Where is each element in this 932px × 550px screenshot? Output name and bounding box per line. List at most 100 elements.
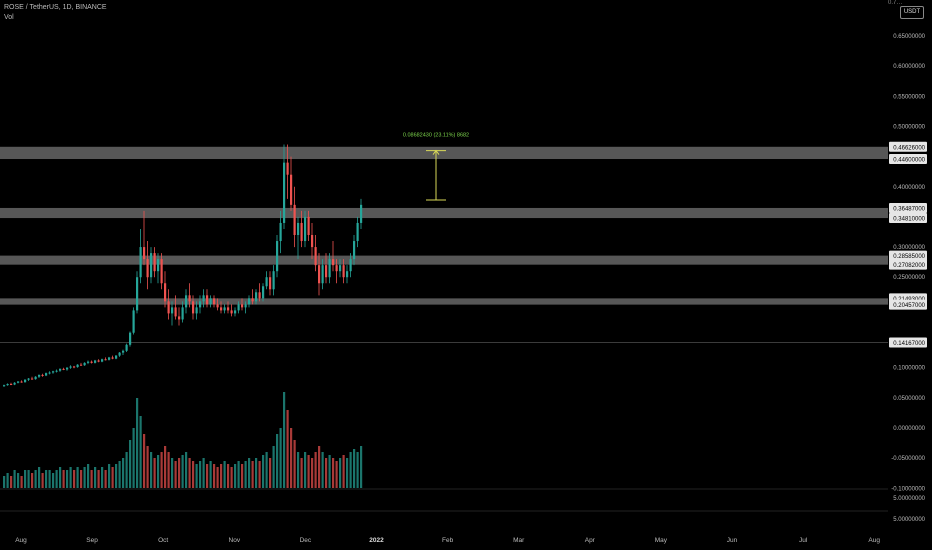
time-tick-label: Mar (513, 537, 525, 544)
candle-body (178, 316, 181, 320)
candle-body (167, 301, 170, 314)
zone-band-1[interactable] (0, 146, 888, 160)
measure-arrow-icon (432, 149, 440, 155)
volume-bar (279, 428, 282, 488)
candle-body (83, 362, 86, 366)
volume-indicator-label[interactable]: Vol (4, 14, 14, 21)
volume-bar (101, 467, 104, 488)
candle-body (304, 216, 307, 242)
current-price-label (889, 337, 927, 348)
candle-body (153, 253, 156, 272)
price-tick-label: 0.50000000 (893, 124, 925, 130)
candle-body (321, 265, 324, 284)
zone-upper-price-label (889, 250, 927, 261)
volume-bar (220, 464, 223, 488)
zone-band-4[interactable] (0, 298, 888, 305)
volume-bar (321, 452, 324, 488)
candle-body (87, 361, 90, 363)
volume-bar (234, 464, 237, 488)
candle-body (269, 277, 272, 290)
volume-bar (192, 461, 195, 488)
volume-bar (167, 452, 170, 488)
volume-tick-label: 5.00000000 (893, 517, 925, 523)
volume-bar (62, 470, 65, 488)
candle-body (188, 295, 191, 302)
candle-body (160, 259, 163, 284)
time-tick-label: Jul (799, 537, 808, 544)
candle-body (55, 370, 58, 372)
volume-bar (55, 470, 58, 488)
time-tick-label: Feb (442, 537, 454, 544)
candle-body (13, 382, 16, 385)
candle-body (255, 292, 258, 302)
price-tick-label: 0.25000000 (893, 275, 925, 281)
volume-bar (76, 467, 79, 488)
zone-lower-price-label (889, 259, 927, 270)
zone-lower-price-label-text: 0.34810000 (893, 217, 925, 223)
candle-body (195, 307, 198, 314)
candle-body (251, 298, 254, 302)
volume-bar (360, 446, 363, 488)
candle-body (41, 374, 44, 376)
candle-body (241, 304, 244, 308)
candle-body (227, 307, 230, 311)
time-tick-label: Jun (727, 537, 738, 544)
candle-body (332, 259, 335, 266)
zone-band-3[interactable] (0, 255, 888, 265)
candle-body (223, 307, 226, 311)
candle-body (90, 361, 93, 363)
symbol-title[interactable]: ROSE / TetherUS, 1D, BINANCE (4, 4, 107, 11)
candle-body (307, 216, 310, 236)
volume-bar (227, 464, 230, 488)
volume-bar (45, 470, 48, 488)
candle-body (122, 350, 125, 353)
candle-body (237, 304, 240, 311)
candle-body (353, 241, 356, 260)
candle-body (199, 301, 202, 308)
candle-body (115, 355, 118, 359)
time-tick-label: Nov (229, 537, 241, 544)
candle-body (349, 259, 352, 272)
measure-label: 0.08682430 (23.11%) 8682 (403, 133, 469, 139)
volume-bar (41, 473, 44, 488)
volume-bar (356, 452, 359, 488)
volume-bar (276, 434, 279, 488)
candle-body (314, 247, 317, 266)
volume-bar (115, 464, 118, 488)
volume-bar (143, 434, 146, 488)
volume-bar (52, 473, 55, 488)
volume-bar (237, 461, 240, 488)
price-tick-label: 0.65000000 (893, 34, 925, 40)
candle-body (283, 162, 286, 223)
candle-body (143, 247, 146, 260)
volume-bar (255, 458, 258, 488)
price-tick-label: -0.10000000 (891, 486, 925, 492)
volume-bar (108, 464, 111, 488)
volume-bar (111, 467, 114, 488)
candle-body (10, 383, 13, 385)
volume-bar (346, 458, 349, 488)
candle-body (272, 271, 275, 290)
volume-bar (104, 470, 107, 488)
candle-body (335, 265, 338, 272)
volume-bar (216, 467, 219, 488)
candle-body (52, 371, 55, 373)
candle-body (360, 204, 363, 223)
currency-badge[interactable]: USDT (900, 6, 924, 19)
zone-band-2[interactable] (0, 207, 888, 219)
volume-bar (248, 458, 251, 488)
time-tick-label: 2022 (369, 537, 384, 544)
candle-body (139, 247, 142, 278)
volume-bar (118, 461, 121, 488)
candle-body (27, 378, 30, 380)
zone-upper-price-label (889, 141, 927, 152)
volume-bar (342, 455, 345, 488)
volume-bar (129, 440, 132, 488)
candle-body (181, 307, 184, 320)
candle-body (129, 332, 132, 345)
candle-body (300, 222, 303, 242)
candle-body (258, 292, 261, 299)
volume-bar (199, 461, 202, 488)
candle-body (171, 307, 174, 314)
